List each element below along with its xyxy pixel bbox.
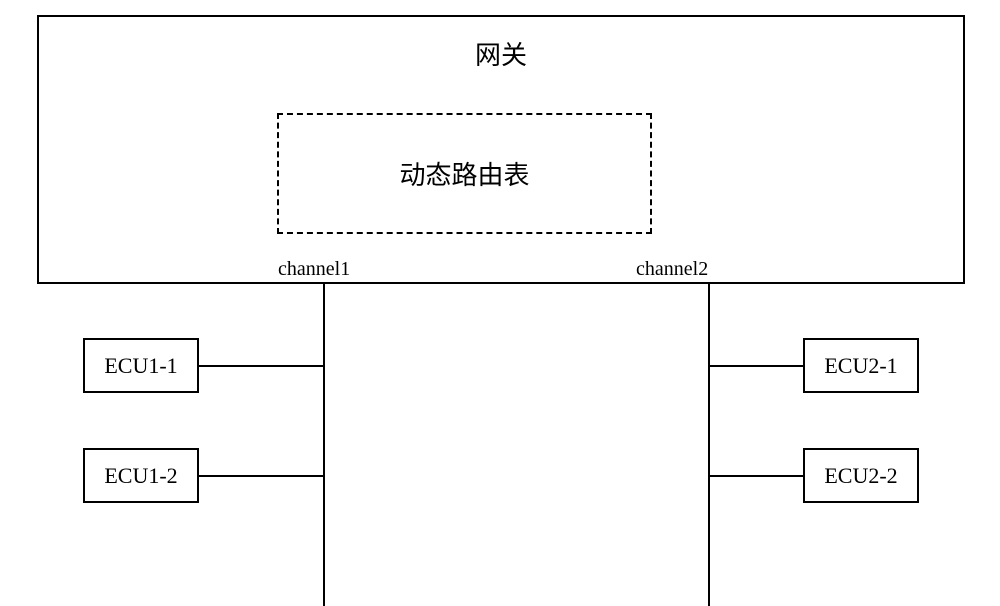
- ecu-connector-ecu1-1: [199, 365, 323, 367]
- bus-line-2: [708, 284, 710, 606]
- routing-table-box: 动态路由表: [277, 113, 652, 234]
- ecu-box-ecu1-1: ECU1-1: [83, 338, 199, 393]
- ecu-box-ecu2-1: ECU2-1: [803, 338, 919, 393]
- channel-label-2: channel2: [636, 258, 708, 281]
- ecu-connector-ecu2-1: [710, 365, 803, 367]
- gateway-title: 网关: [475, 35, 527, 72]
- ecu-connector-ecu2-2: [710, 475, 803, 477]
- ecu-box-ecu2-2: ECU2-2: [803, 448, 919, 503]
- bus-line-1: [323, 284, 325, 606]
- ecu-connector-ecu1-2: [199, 475, 323, 477]
- channel-label-1: channel1: [278, 258, 350, 281]
- ecu-box-ecu1-2: ECU1-2: [83, 448, 199, 503]
- routing-table-label: 动态路由表: [399, 155, 529, 192]
